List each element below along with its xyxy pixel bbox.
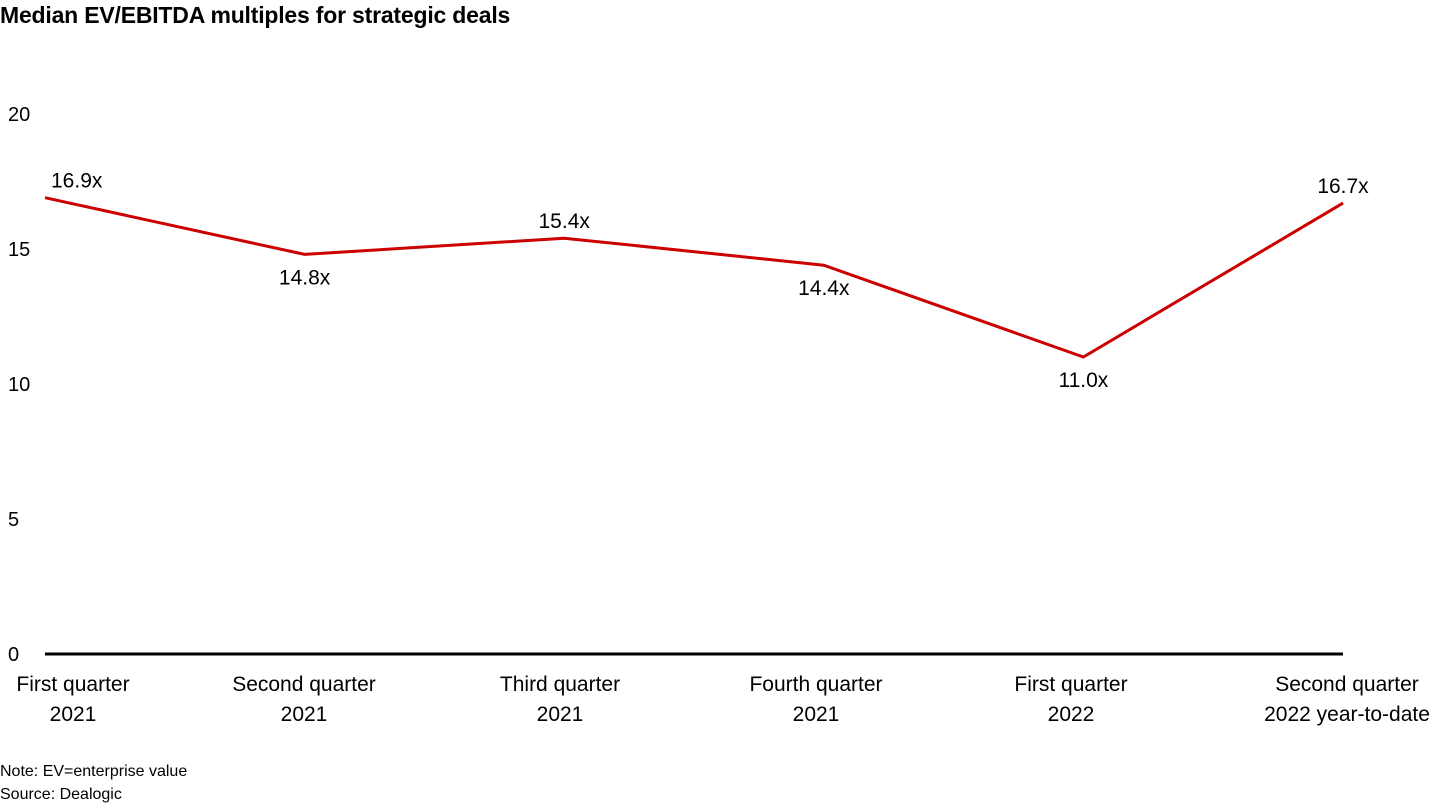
x-category-line: First quarter [16, 673, 129, 696]
x-category-label: Third quarter 2021 [500, 673, 620, 726]
x-category-label: Fourth quarter 2021 [749, 673, 882, 726]
x-category-line: First quarter [1014, 673, 1127, 696]
x-category-line: Second quarter [1275, 673, 1419, 696]
data-label: 14.4x [798, 277, 850, 300]
data-label: 14.8x [279, 266, 331, 289]
series-line [44, 196, 1344, 359]
x-category-line: Second quarter [232, 673, 376, 696]
y-axis-ticks: 0 5 10 15 20 [8, 104, 30, 666]
y-tick-label: 15 [8, 239, 30, 261]
note-text: Note: EV=enterprise value [0, 763, 188, 780]
data-label: 15.4x [539, 210, 591, 233]
chart-title: Median EV/EBITDA multiples for strategic… [0, 2, 511, 28]
x-category-label: Second quarter 2022 year-to-date [1264, 673, 1430, 726]
x-category-line: 2022 [1048, 703, 1095, 726]
x-category-line: Fourth quarter [749, 673, 882, 696]
x-category-line: 2021 [793, 703, 840, 726]
x-category-line: 2022 year-to-date [1264, 703, 1430, 726]
y-tick-label: 5 [8, 509, 19, 531]
data-label: 16.7x [1317, 175, 1369, 198]
x-category-line: Third quarter [500, 673, 620, 696]
data-labels: 16.9x 14.8x 15.4x 14.4x 11.0x 16.7x [51, 170, 1369, 392]
y-tick-label: 20 [8, 104, 30, 126]
y-tick-label: 0 [8, 644, 19, 666]
x-category-label: First quarter 2021 [16, 673, 129, 726]
x-category-line: 2021 [537, 703, 584, 726]
y-tick-label: 10 [8, 374, 30, 396]
data-label: 11.0x [1058, 369, 1108, 392]
x-category-line: 2021 [281, 703, 328, 726]
x-category-label: First quarter 2022 [1014, 673, 1127, 726]
x-category-line: 2021 [50, 703, 97, 726]
x-category-label: Second quarter 2021 [232, 673, 376, 726]
data-label: 16.9x [51, 170, 103, 193]
source-text: Source: Dealogic [0, 786, 122, 803]
